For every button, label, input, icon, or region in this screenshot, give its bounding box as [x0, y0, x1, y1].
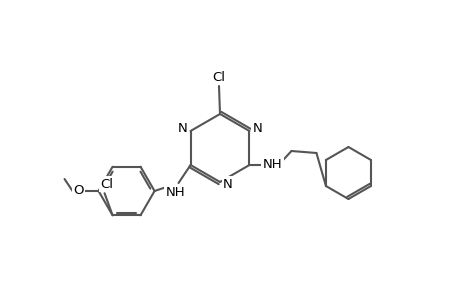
Text: N: N	[252, 122, 262, 134]
Text: NH: NH	[262, 158, 282, 170]
Text: Cl: Cl	[100, 178, 113, 191]
Text: O: O	[73, 184, 84, 197]
Text: N: N	[177, 122, 187, 134]
Text: Cl: Cl	[212, 70, 225, 83]
Text: N: N	[223, 178, 232, 190]
Text: NH: NH	[165, 187, 185, 200]
